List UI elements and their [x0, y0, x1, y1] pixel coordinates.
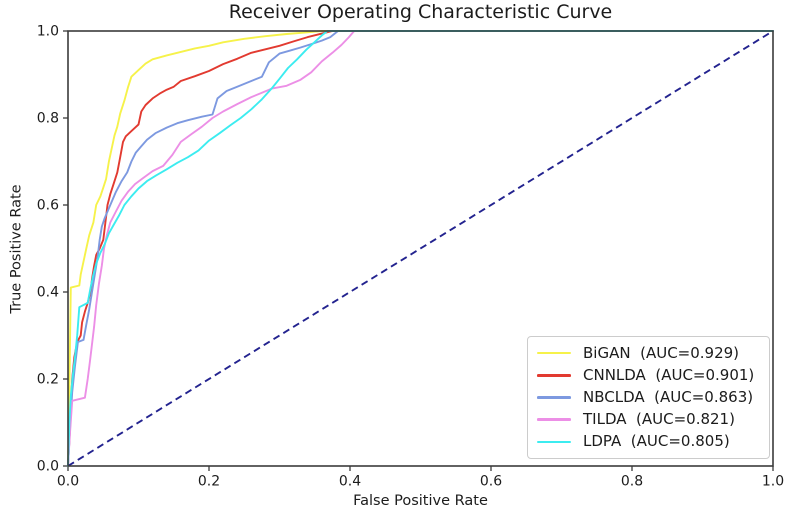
chance-diagonal-line: [67, 30, 774, 467]
y-tick-label: 0.4: [37, 285, 59, 301]
x-tick-label: 0.8: [621, 474, 643, 490]
y-axis-label: True Positive Rate: [9, 183, 26, 314]
legend: BiGAN (AUC=0.929) CNNLDA (AUC=0.901) NBCLD…: [527, 336, 770, 459]
x-tick-label: 0.0: [57, 474, 79, 490]
x-tick-label: 0.4: [339, 474, 361, 490]
y-tick-label: 1.0: [37, 24, 59, 40]
y-tick-label: 0.0: [37, 459, 59, 475]
x-tick-label: 0.2: [198, 474, 220, 490]
legend-entry-ldpa: LDPA (AUC=0.805): [528, 432, 769, 452]
legend-label-tilda: TILDA (AUC=0.821): [583, 410, 735, 429]
roc-curve-tilda: [67, 30, 774, 467]
roc-curve-nbclda: [67, 30, 774, 467]
legend-entry-tilda: TILDA (AUC=0.821): [528, 410, 769, 430]
y-tick-label: 0.6: [37, 198, 59, 214]
chart-title: Receiver Operating Characteristic Curve: [228, 1, 613, 23]
legend-label-cnnlda: CNNLDA (AUC=0.901): [583, 365, 755, 384]
legend-label-bigan: BiGAN (AUC=0.929): [583, 343, 740, 362]
legend-label-nbclda: NBCLDA (AUC=0.863): [583, 387, 754, 406]
x-tick-label: 0.6: [480, 474, 502, 490]
legend-line-swatch-tilda: [537, 418, 571, 421]
legend-line-swatch-nbclda: [537, 396, 571, 399]
y-tick-label: 0.8: [37, 111, 59, 127]
roc-curve-cnnlda: [67, 30, 774, 467]
axes-frame: [67, 30, 774, 467]
y-axis-label-wrap: True Positive Rate: [7, 110, 27, 387]
roc-curve-bigan: [67, 30, 774, 467]
legend-line-swatch-bigan: [537, 351, 571, 355]
y-tick-label: 0.2: [37, 372, 59, 388]
roc-curve-ldpa: [67, 30, 774, 467]
legend-entry-bigan: BiGAN (AUC=0.929): [528, 343, 769, 363]
x-axis-label: False Positive Rate: [353, 493, 488, 509]
legend-line-swatch-cnnlda: [537, 373, 571, 377]
x-tick-label: 1.0: [762, 474, 784, 490]
legend-line-swatch-ldpa: [537, 440, 571, 444]
legend-entry-cnnlda: CNNLDA (AUC=0.901): [528, 365, 769, 385]
legend-label-ldpa: LDPA (AUC=0.805): [583, 432, 730, 451]
legend-entry-nbclda: NBCLDA (AUC=0.863): [528, 387, 769, 407]
